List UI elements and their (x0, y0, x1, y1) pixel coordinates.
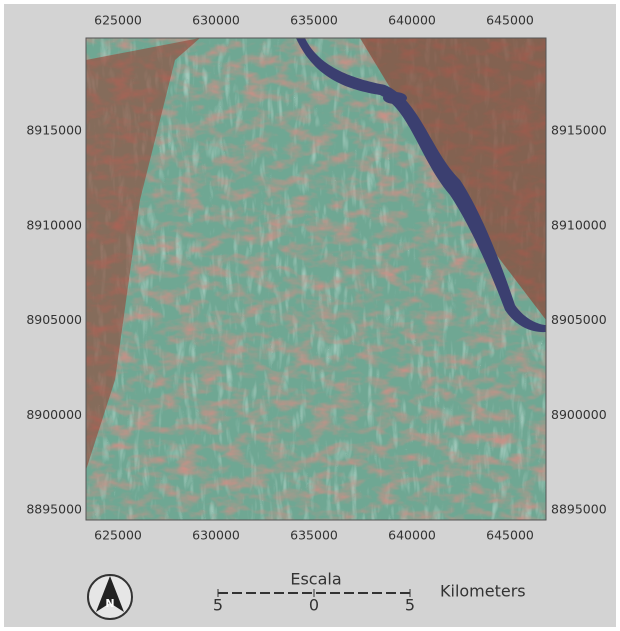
y-tick-label: 8900000 (551, 407, 607, 422)
scale-unit: Kilometers (440, 582, 526, 601)
x-tick-label: 625000 (94, 528, 142, 543)
north-label: N (105, 597, 114, 610)
y-tick-label: 8910000 (551, 217, 607, 232)
x-tick-label: 635000 (290, 528, 338, 543)
y-tick-label: 8910000 (26, 217, 82, 232)
x-tick-label: 645000 (486, 528, 534, 543)
x-tick-label: 640000 (388, 528, 436, 543)
y-tick-label: 8900000 (26, 407, 82, 422)
x-tick-label: 630000 (192, 13, 240, 28)
y-tick-label: 8895000 (551, 502, 607, 517)
y-tick-label: 8905000 (551, 312, 607, 327)
x-tick-label: 625000 (94, 13, 142, 28)
y-tick-label: 8895000 (26, 502, 82, 517)
x-tick-label: 630000 (192, 528, 240, 543)
map-figure: N Escala 5 0 5 Kilometers 625000 625000 63… (0, 0, 620, 631)
scale-label: 0 (309, 596, 319, 615)
north-arrow: N (88, 575, 132, 619)
y-tick-label: 8915000 (551, 123, 607, 138)
x-tick-label: 635000 (290, 13, 338, 28)
x-tick-label: 640000 (388, 13, 436, 28)
scale-label: 5 (405, 596, 415, 615)
scale-label: 5 (213, 596, 223, 615)
scale-title: Escala (290, 570, 341, 589)
y-tick-label: 8905000 (26, 312, 82, 327)
page: {"map": { "x_ticks": [625000, 630000, 63… (0, 0, 620, 631)
satellite-image (86, 38, 546, 520)
y-tick-label: 8915000 (26, 123, 82, 138)
x-tick-label: 645000 (486, 13, 534, 28)
